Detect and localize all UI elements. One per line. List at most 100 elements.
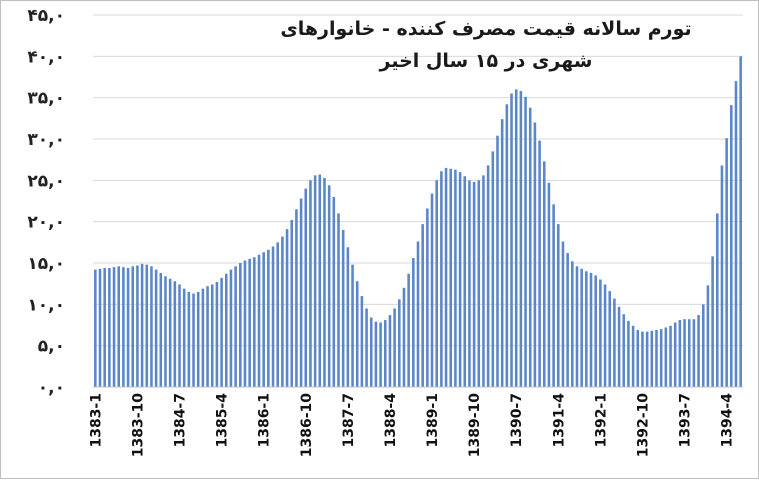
bar bbox=[510, 93, 513, 387]
bar bbox=[173, 281, 177, 387]
bar bbox=[491, 151, 495, 387]
x-axis-ticks: 1383-1 1383-10 1384-7 1385-4 1386-1 1386-10 13… bbox=[88, 393, 736, 458]
bar bbox=[435, 180, 438, 387]
bar bbox=[131, 266, 135, 387]
bar bbox=[304, 188, 308, 387]
bar bbox=[215, 282, 219, 387]
x-tick-label: 1392-10 bbox=[635, 393, 651, 458]
x-tick-label: 1389-10 bbox=[467, 393, 483, 458]
bar bbox=[482, 175, 485, 387]
x-tick-label: 1384-7 bbox=[173, 393, 189, 448]
x-tick-label: 1386-10 bbox=[299, 393, 315, 458]
bar bbox=[159, 272, 163, 387]
y-tick-label: ۴۰,۰ bbox=[27, 47, 65, 67]
bar bbox=[337, 213, 340, 387]
bar bbox=[168, 278, 172, 387]
y-tick-label: ۳۵,۰ bbox=[27, 89, 65, 109]
bar bbox=[369, 317, 373, 387]
bar bbox=[262, 252, 265, 387]
bar bbox=[126, 267, 130, 387]
bar bbox=[290, 220, 294, 387]
bar bbox=[687, 319, 691, 387]
bar bbox=[276, 242, 279, 387]
x-tick-label: 1390-7 bbox=[509, 393, 525, 448]
bar bbox=[346, 247, 350, 387]
bar bbox=[575, 266, 579, 387]
bar bbox=[243, 260, 247, 387]
bar bbox=[239, 263, 242, 387]
bar bbox=[229, 269, 233, 387]
bar bbox=[299, 198, 303, 387]
bar bbox=[136, 265, 139, 387]
bar bbox=[706, 285, 710, 387]
bar bbox=[192, 293, 195, 387]
bar bbox=[477, 180, 481, 387]
bar bbox=[402, 287, 406, 387]
bar bbox=[720, 165, 724, 387]
y-tick-label: ۱۰,۰ bbox=[27, 295, 65, 315]
bar bbox=[622, 314, 626, 387]
x-tick-label: 1392-1 bbox=[593, 393, 609, 448]
bar bbox=[220, 277, 223, 387]
bar bbox=[566, 253, 569, 387]
bar bbox=[486, 165, 490, 387]
bar bbox=[374, 321, 378, 387]
x-tick-label: 1394-4 bbox=[720, 393, 736, 448]
bar bbox=[449, 168, 453, 387]
bar bbox=[98, 268, 102, 387]
bar bbox=[505, 104, 509, 387]
bar bbox=[538, 140, 541, 387]
y-tick-label: ۰,۰ bbox=[38, 378, 65, 398]
x-tick-label: 1383-1 bbox=[88, 393, 104, 448]
bar bbox=[365, 308, 368, 387]
bar bbox=[150, 266, 153, 387]
bar bbox=[309, 180, 312, 387]
bar bbox=[393, 308, 396, 387]
bar bbox=[112, 267, 116, 387]
bar bbox=[224, 273, 228, 387]
bar bbox=[683, 319, 686, 387]
bar bbox=[636, 329, 640, 387]
bar bbox=[412, 258, 415, 387]
bar bbox=[463, 176, 467, 387]
bar bbox=[641, 331, 644, 387]
bar bbox=[360, 296, 364, 387]
bar bbox=[514, 89, 518, 388]
bar bbox=[603, 284, 607, 387]
bar bbox=[608, 291, 612, 387]
bar bbox=[673, 322, 677, 387]
y-axis-ticks: ۰,۰ ۵,۰ ۱۰,۰ ۱۵,۰ ۲۰,۰ ۲۵,۰ ۳۰,۰ ۳۵,۰ ۴۰,۰ ۴۵,۰ bbox=[27, 6, 65, 398]
bar bbox=[468, 180, 471, 387]
bar bbox=[519, 91, 523, 388]
bar bbox=[557, 224, 560, 387]
bar bbox=[552, 204, 555, 387]
bar-series bbox=[94, 56, 742, 388]
bar bbox=[678, 320, 682, 387]
bar bbox=[472, 181, 476, 387]
gridlines bbox=[93, 14, 743, 347]
bar bbox=[103, 267, 106, 387]
bar bbox=[187, 291, 191, 387]
bar bbox=[725, 138, 728, 387]
bar bbox=[500, 119, 504, 387]
bar bbox=[585, 271, 588, 387]
bar bbox=[182, 288, 186, 387]
bar bbox=[281, 236, 284, 387]
y-tick-label: ۴۵,۰ bbox=[27, 6, 65, 26]
bar bbox=[201, 288, 205, 387]
bar bbox=[599, 279, 602, 387]
bar bbox=[589, 272, 593, 387]
bar bbox=[659, 329, 663, 387]
x-tick-label: 1391-4 bbox=[551, 393, 567, 448]
bar bbox=[739, 56, 742, 387]
bar bbox=[416, 241, 420, 387]
bar bbox=[617, 306, 621, 387]
bar bbox=[528, 107, 532, 387]
bar bbox=[267, 249, 270, 387]
bar bbox=[426, 208, 429, 387]
bar bbox=[730, 105, 733, 388]
bar bbox=[178, 284, 181, 387]
bar bbox=[318, 174, 322, 387]
bar bbox=[407, 273, 410, 387]
